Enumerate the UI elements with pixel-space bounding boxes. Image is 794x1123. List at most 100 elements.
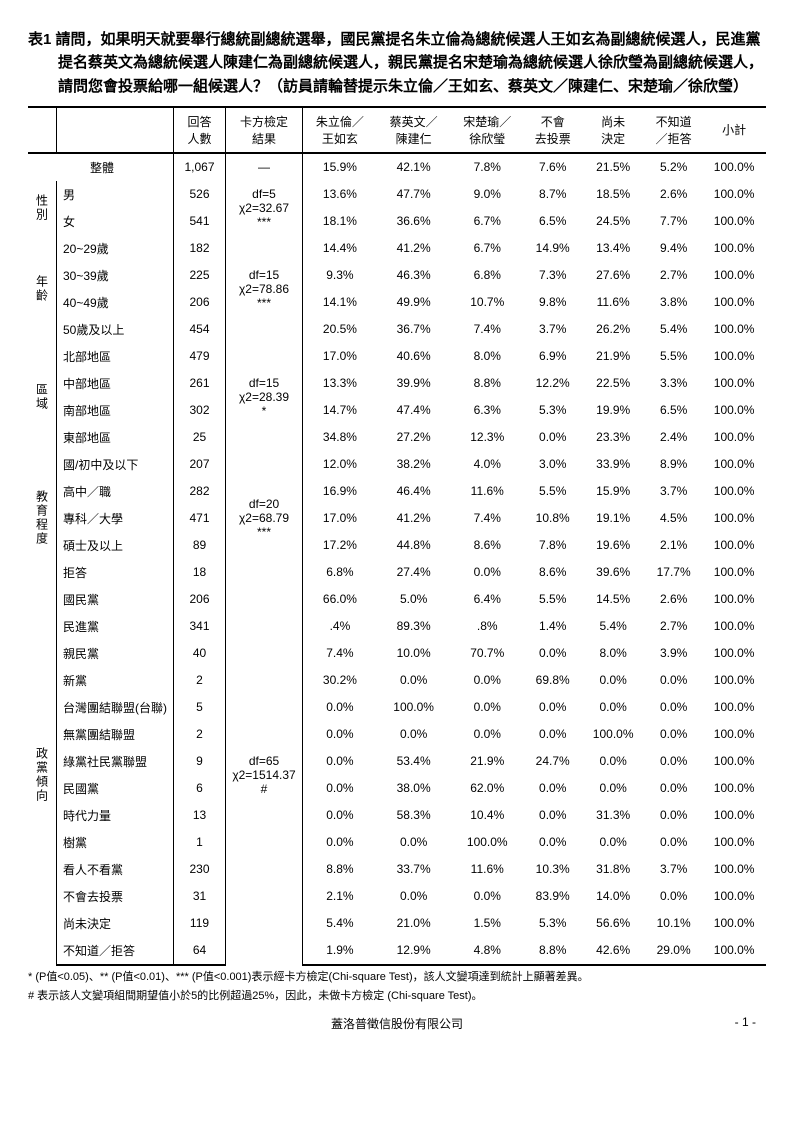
data-cell: 0.0% [377, 721, 451, 748]
data-cell: 9.0% [450, 181, 524, 208]
data-cell: 100.0% [702, 316, 766, 343]
data-cell: 6.9% [524, 343, 581, 370]
data-cell: 47.7% [377, 181, 451, 208]
data-cell: 8.6% [450, 532, 524, 559]
data-cell: 17.0% [303, 505, 377, 532]
data-cell: 100.0% [702, 181, 766, 208]
data-cell: 40.6% [377, 343, 451, 370]
n-cell: 13 [174, 802, 226, 829]
data-cell: 100.0% [702, 370, 766, 397]
section-label: 區域 [28, 343, 57, 451]
row-label: 國民黨 [57, 586, 174, 613]
chi-cell: — [226, 153, 303, 181]
data-cell: 19.1% [581, 505, 645, 532]
row-label: 北部地區 [57, 343, 174, 370]
data-cell: 0.0% [303, 748, 377, 775]
data-cell: 33.7% [377, 856, 451, 883]
data-cell: 24.5% [581, 208, 645, 235]
col-c5: 尚未決定 [581, 107, 645, 153]
data-cell: 41.2% [377, 235, 451, 262]
data-cell: 0.0% [581, 667, 645, 694]
row-label: 新黨 [57, 667, 174, 694]
data-cell: 39.9% [377, 370, 451, 397]
data-cell: 0.0% [303, 829, 377, 856]
data-cell: 10.1% [645, 910, 702, 937]
data-cell: 100.0% [702, 937, 766, 965]
data-cell: 100.0% [702, 829, 766, 856]
row-label: 專科／大學 [57, 505, 174, 532]
footnote-1: * (P值<0.05)、** (P值<0.01)、*** (P值<0.001)表… [28, 970, 766, 985]
data-cell: 3.7% [524, 316, 581, 343]
row-label: 民進黨 [57, 613, 174, 640]
data-cell: 4.5% [645, 505, 702, 532]
data-cell: 49.9% [377, 289, 451, 316]
chi-cell: df=20χ2=68.79*** [226, 451, 303, 586]
data-cell: 100.0% [702, 532, 766, 559]
col-n: 回答人數 [174, 107, 226, 153]
data-cell: 10.4% [450, 802, 524, 829]
data-cell: 0.0% [524, 640, 581, 667]
data-cell: 11.6% [581, 289, 645, 316]
n-cell: 89 [174, 532, 226, 559]
data-cell: 70.7% [450, 640, 524, 667]
data-cell: 83.9% [524, 883, 581, 910]
chi-cell: df=15χ2=28.39* [226, 343, 303, 451]
data-cell: 0.0% [377, 883, 451, 910]
data-cell: 100.0% [702, 153, 766, 181]
data-cell: 17.0% [303, 343, 377, 370]
data-cell: 21.0% [377, 910, 451, 937]
data-cell: 0.0% [524, 694, 581, 721]
n-cell: 40 [174, 640, 226, 667]
data-cell: 27.6% [581, 262, 645, 289]
data-cell: 5.4% [581, 613, 645, 640]
data-cell: 22.5% [581, 370, 645, 397]
n-cell: 2 [174, 721, 226, 748]
data-cell: 5.0% [377, 586, 451, 613]
data-cell: 15.9% [581, 478, 645, 505]
data-cell: 13.3% [303, 370, 377, 397]
overall-label: 整體 [28, 153, 174, 181]
data-cell: 2.1% [645, 532, 702, 559]
data-cell: 2.6% [645, 586, 702, 613]
data-cell: 3.3% [645, 370, 702, 397]
data-cell: 100.0% [702, 748, 766, 775]
data-cell: 7.4% [450, 316, 524, 343]
data-cell: 53.4% [377, 748, 451, 775]
section-label: 政黨傾向 [28, 586, 57, 965]
data-cell: .4% [303, 613, 377, 640]
data-cell: 66.0% [303, 586, 377, 613]
data-cell: 11.6% [450, 478, 524, 505]
n-cell: 526 [174, 181, 226, 208]
data-cell: 0.0% [450, 667, 524, 694]
n-cell: 207 [174, 451, 226, 478]
data-cell: 8.6% [524, 559, 581, 586]
data-cell: 1.9% [303, 937, 377, 965]
data-cell: 7.4% [303, 640, 377, 667]
row-label: 50歲及以上 [57, 316, 174, 343]
data-cell: 7.6% [524, 153, 581, 181]
col-chi: 卡方檢定結果 [226, 107, 303, 153]
n-cell: 1 [174, 829, 226, 856]
data-cell: 7.3% [524, 262, 581, 289]
row-label: 20~29歲 [57, 235, 174, 262]
data-cell: 19.9% [581, 397, 645, 424]
data-cell: 0.0% [524, 829, 581, 856]
n-cell: 9 [174, 748, 226, 775]
row-label: 國/初中及以下 [57, 451, 174, 478]
data-cell: 0.0% [645, 802, 702, 829]
n-cell: 1,067 [174, 153, 226, 181]
data-cell: 4.8% [450, 937, 524, 965]
data-cell: 5.4% [645, 316, 702, 343]
row-label: 高中／職 [57, 478, 174, 505]
data-cell: 0.0% [645, 775, 702, 802]
data-cell: 13.6% [303, 181, 377, 208]
data-cell: 100.0% [702, 586, 766, 613]
data-cell: 0.0% [645, 667, 702, 694]
data-cell: 9.3% [303, 262, 377, 289]
data-cell: 12.2% [524, 370, 581, 397]
data-cell: 0.0% [524, 775, 581, 802]
row-label: 看人不看黨 [57, 856, 174, 883]
data-cell: 5.3% [524, 397, 581, 424]
data-cell: 10.8% [524, 505, 581, 532]
data-cell: 9.4% [645, 235, 702, 262]
